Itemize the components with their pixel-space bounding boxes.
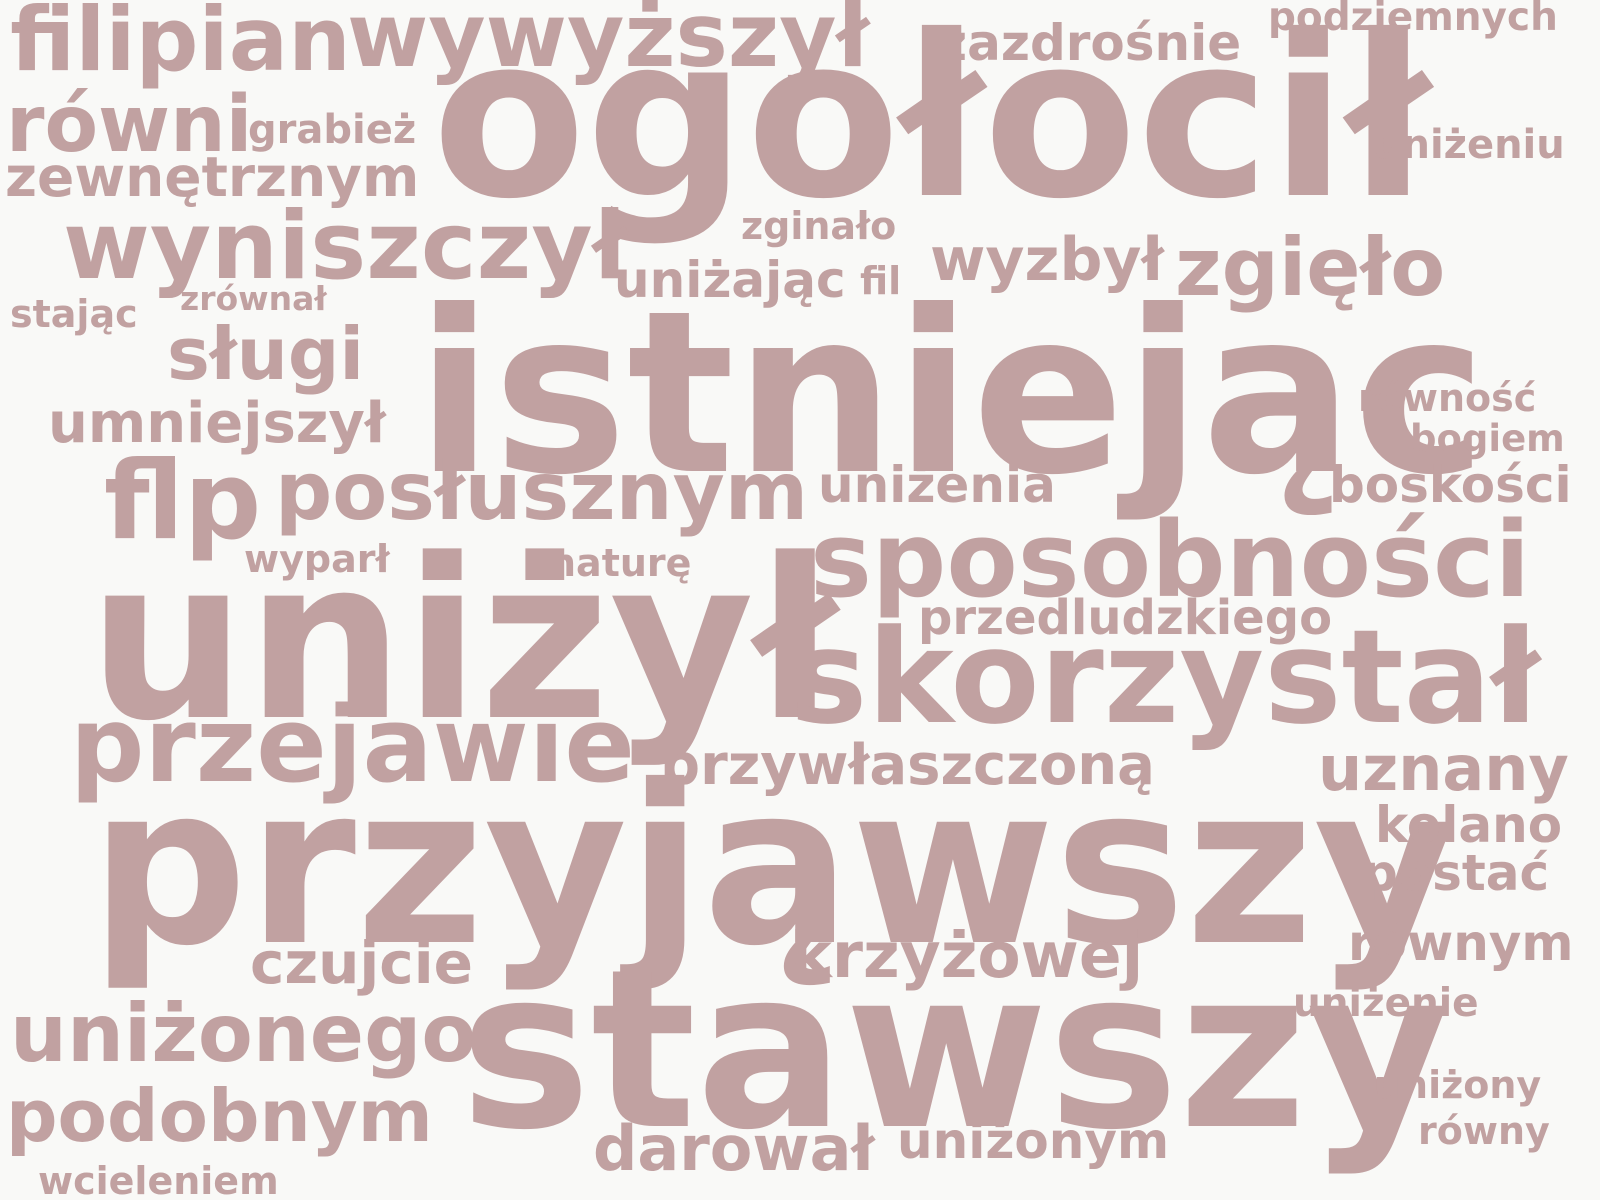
- word: zewnętrznym: [5, 145, 420, 209]
- word: wcieleniem: [38, 1159, 279, 1200]
- word: przyjąwszy: [90, 738, 1457, 994]
- word: przedludzkiego: [918, 590, 1333, 646]
- word: wyniszczył: [63, 192, 628, 301]
- word: zazdrośnie: [938, 14, 1242, 72]
- word: równość: [1358, 376, 1537, 420]
- word: uniżając: [614, 251, 846, 309]
- word: zgięło: [1175, 221, 1446, 314]
- word: równy: [1418, 1109, 1550, 1153]
- word: przejawie: [70, 684, 635, 806]
- word: równi: [6, 80, 253, 170]
- word: krzyżowej: [790, 919, 1144, 992]
- word: sposobności: [810, 499, 1531, 621]
- word: uniżony: [1374, 1063, 1542, 1107]
- word: darował: [593, 1112, 875, 1185]
- word: flp: [104, 439, 262, 564]
- word: boskości: [1329, 456, 1572, 514]
- word: ogołocił: [432, 0, 1430, 248]
- word: uniżonego: [10, 987, 477, 1080]
- word: filipian: [10, 0, 351, 91]
- word: stając: [10, 292, 138, 336]
- word: naturę: [549, 541, 692, 585]
- word: wyparł: [244, 537, 390, 581]
- word: uniżonym: [897, 1112, 1170, 1170]
- word: uniżenie: [1293, 981, 1479, 1026]
- word: fil: [860, 259, 902, 303]
- word: bogiem: [1410, 417, 1565, 460]
- word: uniżył: [88, 512, 837, 770]
- word: równym: [1348, 914, 1574, 972]
- word: istniejąc: [416, 263, 1487, 525]
- word: wywyższył: [347, 0, 870, 87]
- word: kolano: [1375, 796, 1563, 854]
- word: sługi: [167, 312, 365, 396]
- word: podobnym: [6, 1074, 433, 1158]
- word: stawszy: [460, 922, 1451, 1178]
- word: umniejszył: [48, 391, 386, 456]
- word: czujcie: [250, 929, 473, 997]
- word: postać: [1362, 844, 1550, 902]
- word: uznany: [1318, 732, 1569, 805]
- word: posłusznym: [275, 445, 809, 538]
- word: grabież: [248, 107, 417, 153]
- word: przywłaszczoną: [660, 733, 1155, 798]
- word: wyzbył: [930, 225, 1164, 295]
- word: zrównał: [180, 279, 327, 318]
- word: uniżeniu: [1373, 122, 1565, 168]
- word: skorzystał: [790, 601, 1540, 753]
- word: podziemnych: [1268, 0, 1558, 40]
- word: zginało: [741, 204, 897, 248]
- word: uniżenia: [818, 456, 1056, 514]
